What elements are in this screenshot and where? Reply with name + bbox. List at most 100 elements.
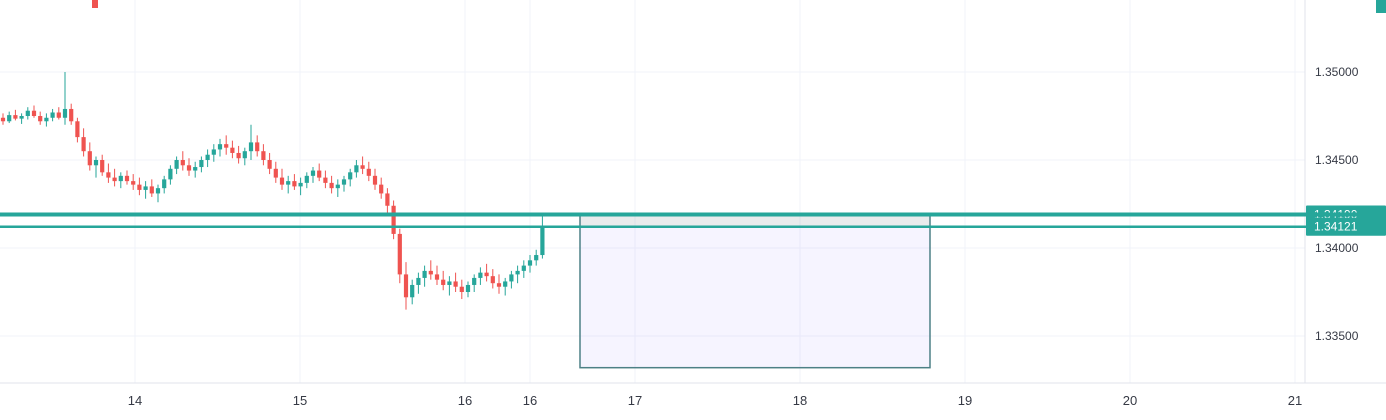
candle-body — [19, 116, 24, 119]
candle-body — [310, 170, 316, 176]
candle-body — [323, 177, 328, 183]
candle-body — [304, 175, 309, 183]
time-axis[interactable] — [0, 383, 1386, 420]
candle-body — [447, 281, 452, 285]
candle-body — [255, 142, 260, 152]
candle-body — [224, 144, 229, 148]
candle-body — [162, 179, 167, 189]
candle-body — [186, 165, 192, 171]
price-axis-label: 1.35000 — [1315, 65, 1359, 79]
candle-body — [149, 186, 154, 194]
candle-body — [44, 117, 49, 122]
candle-body — [540, 226, 545, 256]
current-price-badge-text: 1.34121 — [1314, 220, 1358, 234]
candle-body — [137, 184, 142, 190]
candle-body — [403, 274, 409, 298]
time-axis-label: 20 — [1123, 393, 1137, 408]
candle-body — [75, 121, 80, 138]
candle-body — [199, 160, 204, 168]
price-axis[interactable] — [1305, 0, 1386, 383]
candle-body — [397, 233, 402, 275]
time-axis-label: 16 — [458, 393, 472, 408]
time-axis-label: 21 — [1288, 393, 1302, 408]
candle-body — [503, 281, 508, 287]
candle-body — [7, 115, 12, 122]
price-axis-label: 1.34500 — [1315, 153, 1359, 167]
candle-body — [434, 274, 440, 280]
candle-body — [292, 181, 297, 187]
rectangle-body[interactable] — [580, 226, 930, 368]
candle-body — [62, 108, 68, 118]
candle-body — [25, 110, 30, 116]
time-axis-label: 15 — [293, 393, 307, 408]
candle-body — [38, 116, 43, 122]
candle-body — [112, 177, 117, 182]
candle-body — [286, 181, 291, 185]
top-left-mark — [92, 0, 98, 8]
candle-body — [143, 186, 148, 190]
candle-body — [100, 160, 105, 173]
candle-body — [298, 182, 303, 187]
candle-body — [217, 144, 223, 150]
candle-body — [354, 165, 359, 173]
candle-body — [335, 184, 340, 189]
candle-body — [267, 160, 272, 169]
time-axis-label: 16 — [523, 393, 537, 408]
time-axis-label: 17 — [628, 393, 642, 408]
candle-body — [484, 272, 489, 277]
candle-body — [155, 188, 161, 194]
price-axis-label: 1.34000 — [1315, 241, 1359, 255]
candle-body — [509, 274, 514, 282]
candle-body — [534, 255, 539, 261]
candle-body — [428, 270, 433, 275]
candle-body — [211, 149, 216, 155]
candle-body — [87, 151, 92, 166]
candle-body — [379, 184, 384, 194]
candle-body — [279, 177, 285, 185]
candle-body — [248, 142, 254, 152]
candle-body — [236, 152, 241, 159]
candle-body — [13, 115, 18, 119]
candle-body — [118, 175, 123, 182]
candle-body — [0, 117, 6, 122]
candle-body — [341, 179, 347, 185]
top-right-chip — [1376, 0, 1386, 13]
candle-body — [205, 154, 210, 160]
price-axis-label: 1.33500 — [1315, 329, 1359, 343]
candle-body — [472, 277, 477, 285]
candle-body — [261, 151, 266, 160]
candle-body — [193, 167, 198, 171]
candle-body — [317, 170, 322, 178]
candle-body — [180, 160, 185, 166]
candle-body — [93, 160, 99, 166]
time-axis-label: 19 — [958, 393, 972, 408]
candle-body — [453, 281, 458, 287]
rectangle-top-band[interactable] — [580, 214, 930, 227]
time-axis-label: 14 — [128, 393, 142, 408]
candle-body — [521, 265, 526, 271]
time-axis-label: 18 — [793, 393, 807, 408]
candle-body — [385, 193, 390, 206]
candle-body — [515, 270, 520, 275]
candle-body — [230, 147, 235, 153]
candle-body — [490, 276, 495, 284]
candle-body — [478, 272, 483, 278]
candle-body — [242, 151, 247, 159]
candle-body — [465, 284, 471, 292]
candle-body — [366, 168, 371, 176]
candle-body — [56, 112, 61, 118]
candle-body — [410, 284, 415, 298]
candle-body — [441, 279, 446, 285]
candle-body — [174, 160, 179, 169]
candle-body — [168, 168, 173, 180]
candle-body — [31, 110, 37, 116]
candle-body — [81, 137, 86, 152]
candle-body — [527, 260, 533, 266]
candle-body — [372, 175, 378, 185]
current-price-badge[interactable] — [1306, 217, 1386, 236]
candle-body — [459, 286, 464, 292]
candle-body — [496, 283, 502, 287]
candle-body — [416, 277, 421, 285]
